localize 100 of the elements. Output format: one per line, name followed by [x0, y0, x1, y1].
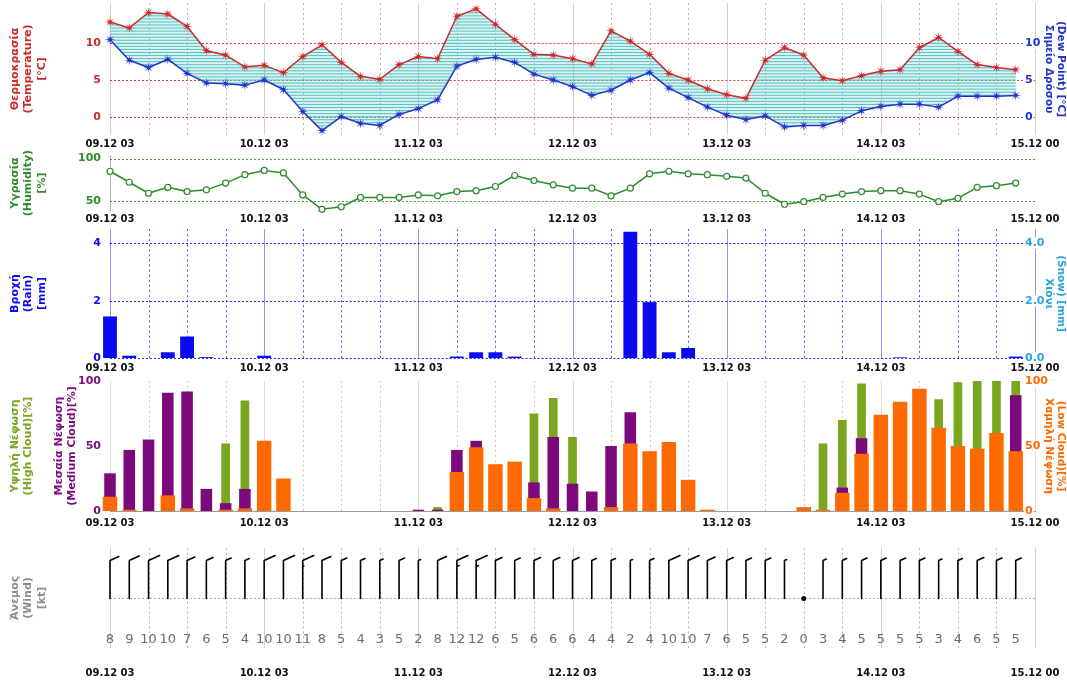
x-tick-label: 10.12 03	[239, 137, 289, 149]
point	[723, 172, 731, 180]
point	[588, 184, 596, 192]
x-tick-label: 14.12 03	[856, 361, 906, 373]
text: Υψηλή Νέφωση (High Cloud)[%]	[7, 396, 35, 496]
data-label: 5	[337, 631, 346, 647]
point	[393, 109, 405, 120]
bar	[546, 508, 561, 511]
point	[625, 74, 636, 86]
bar	[200, 488, 213, 511]
point	[607, 192, 615, 200]
point	[470, 54, 482, 65]
point	[684, 170, 692, 178]
data-label: 5	[761, 631, 770, 647]
y-tick-label: 4	[93, 236, 102, 250]
point	[896, 187, 904, 195]
data-label: 8	[317, 631, 327, 647]
point	[703, 171, 711, 179]
y-tick-label: 50	[85, 438, 102, 452]
bar	[892, 401, 908, 511]
point	[509, 57, 520, 68]
point	[125, 178, 133, 186]
category-label: 11.12 03	[393, 666, 443, 678]
point	[567, 53, 578, 64]
point	[973, 183, 981, 191]
point	[837, 75, 848, 86]
point	[837, 115, 848, 126]
data-label: 4	[645, 631, 654, 647]
point	[395, 193, 403, 202]
y2-axis-title: Σημείο Δρόσου (Dew Point) [°C]	[1044, 20, 1067, 118]
point	[414, 191, 422, 199]
y2-tick-label: 5	[1025, 72, 1033, 86]
point	[549, 181, 557, 189]
point	[202, 186, 210, 194]
point	[318, 205, 326, 213]
data-label: 10	[679, 631, 697, 647]
point	[665, 167, 673, 175]
point	[451, 11, 463, 22]
point	[935, 198, 943, 206]
bar	[566, 483, 579, 511]
data-label: 10	[255, 631, 273, 647]
y2-tick-label: 0	[1025, 109, 1033, 123]
bar	[796, 507, 811, 511]
data-label: 12	[467, 631, 485, 647]
x-tick-label: 13.12 03	[702, 137, 752, 149]
point	[432, 94, 443, 105]
data-label: 6	[568, 631, 577, 647]
point	[260, 166, 268, 175]
point	[586, 58, 597, 70]
point	[933, 32, 944, 43]
point	[490, 19, 501, 30]
point	[491, 182, 500, 191]
y2-tick-label: 4.0	[1025, 236, 1045, 250]
point	[954, 194, 962, 202]
point	[239, 79, 251, 91]
bar	[160, 495, 176, 511]
data-label: 7	[182, 631, 192, 647]
point	[914, 42, 925, 53]
data-label: 6	[491, 631, 500, 647]
point	[220, 49, 231, 61]
x-tick-label: 14.12 03	[856, 516, 906, 528]
point	[800, 198, 808, 206]
data-label: 6	[549, 631, 558, 647]
text: Άνεμος (Wind) [kt]	[7, 575, 48, 621]
x-tick-label: 15.12 00	[1010, 212, 1060, 224]
x-tick-label: 11.12 03	[393, 137, 443, 149]
y2-tick-label: 0	[1025, 503, 1033, 517]
point	[605, 85, 617, 96]
point	[434, 192, 442, 200]
point	[530, 176, 538, 185]
bar	[912, 388, 927, 511]
y2-axis-title: Χιόνι (Snow) [mm]	[1044, 255, 1067, 332]
point	[376, 193, 384, 202]
point	[1012, 179, 1020, 187]
data-label: 4	[838, 631, 847, 647]
point	[721, 89, 732, 100]
point	[682, 92, 694, 103]
point	[164, 183, 172, 191]
point	[355, 71, 366, 82]
point	[721, 110, 732, 121]
data-label: 2	[414, 631, 423, 647]
point	[470, 3, 482, 15]
point	[702, 101, 713, 113]
y2-tick-label: 2.0	[1025, 293, 1045, 307]
point	[915, 190, 923, 198]
point	[336, 57, 347, 68]
bar	[488, 464, 503, 511]
point	[222, 179, 230, 187]
category-label: 12.12 03	[547, 666, 598, 678]
x-tick-label: 09.12 03	[85, 516, 135, 528]
bar	[585, 491, 598, 511]
point	[278, 67, 289, 78]
data-label: 10	[159, 631, 177, 647]
bar	[873, 414, 889, 511]
data-label: 8	[433, 631, 442, 647]
data-label: 3	[818, 631, 828, 647]
data-label: 5	[1011, 631, 1020, 647]
data-label: 5	[741, 631, 751, 647]
point	[511, 171, 519, 180]
point	[586, 90, 597, 101]
